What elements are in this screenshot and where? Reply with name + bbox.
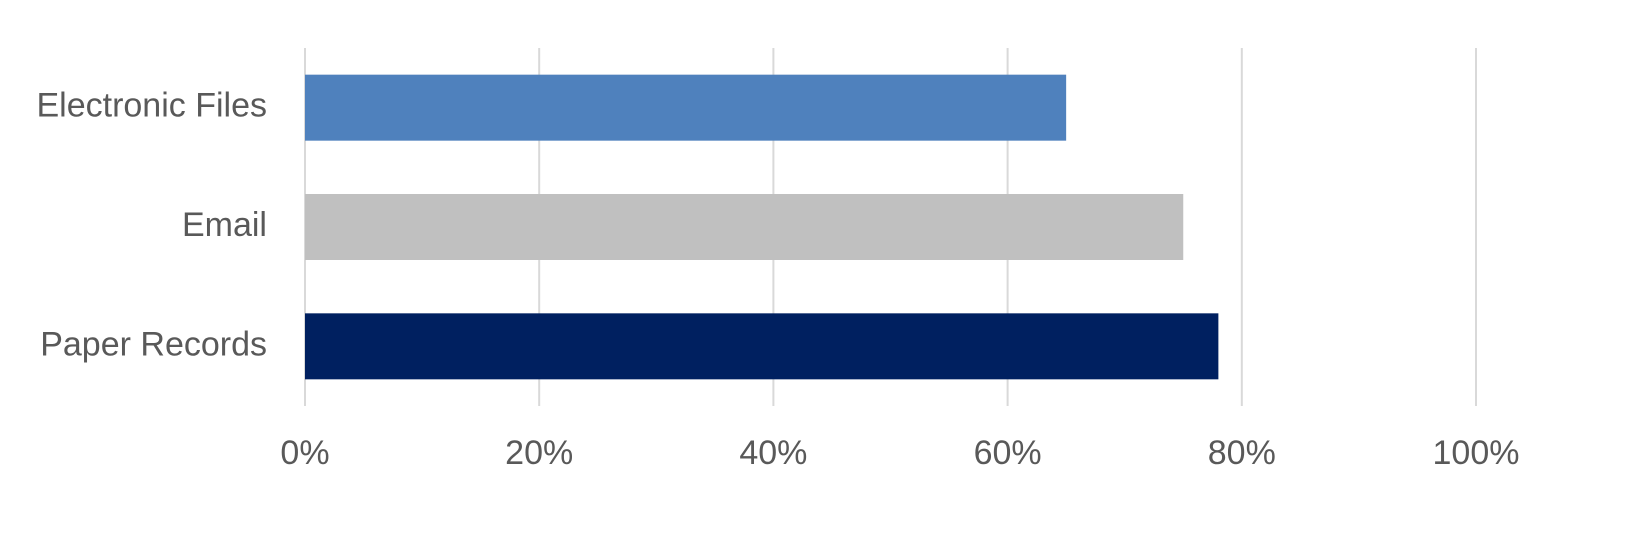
x-tick-label: 100% bbox=[1433, 434, 1520, 472]
x-axis-tick-labels: 0% 20% 40% 60% 80% 100% bbox=[280, 434, 1519, 472]
bar-electronic-files bbox=[305, 74, 1067, 141]
category-label: Paper Records bbox=[40, 325, 267, 363]
bar-email bbox=[305, 194, 1184, 260]
category-labels: Electronic Files Email Paper Records bbox=[36, 87, 267, 364]
x-tick-label: 80% bbox=[1208, 434, 1276, 472]
x-tick-label: 40% bbox=[739, 434, 807, 472]
category-label: Electronic Files bbox=[36, 87, 267, 125]
x-tick-label: 0% bbox=[280, 434, 329, 472]
bar-paper-records bbox=[305, 313, 1219, 380]
category-label: Email bbox=[182, 206, 267, 244]
bars bbox=[305, 74, 1219, 380]
x-tick-label: 20% bbox=[505, 434, 573, 472]
x-tick-label: 60% bbox=[974, 434, 1042, 472]
